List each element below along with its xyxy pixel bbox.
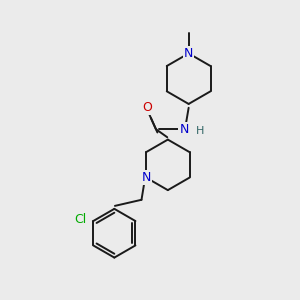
Text: N: N — [179, 123, 189, 136]
Text: N: N — [184, 47, 193, 60]
Text: O: O — [143, 101, 153, 114]
Text: Cl: Cl — [75, 213, 87, 226]
Text: N: N — [141, 171, 151, 184]
Text: H: H — [195, 126, 204, 136]
